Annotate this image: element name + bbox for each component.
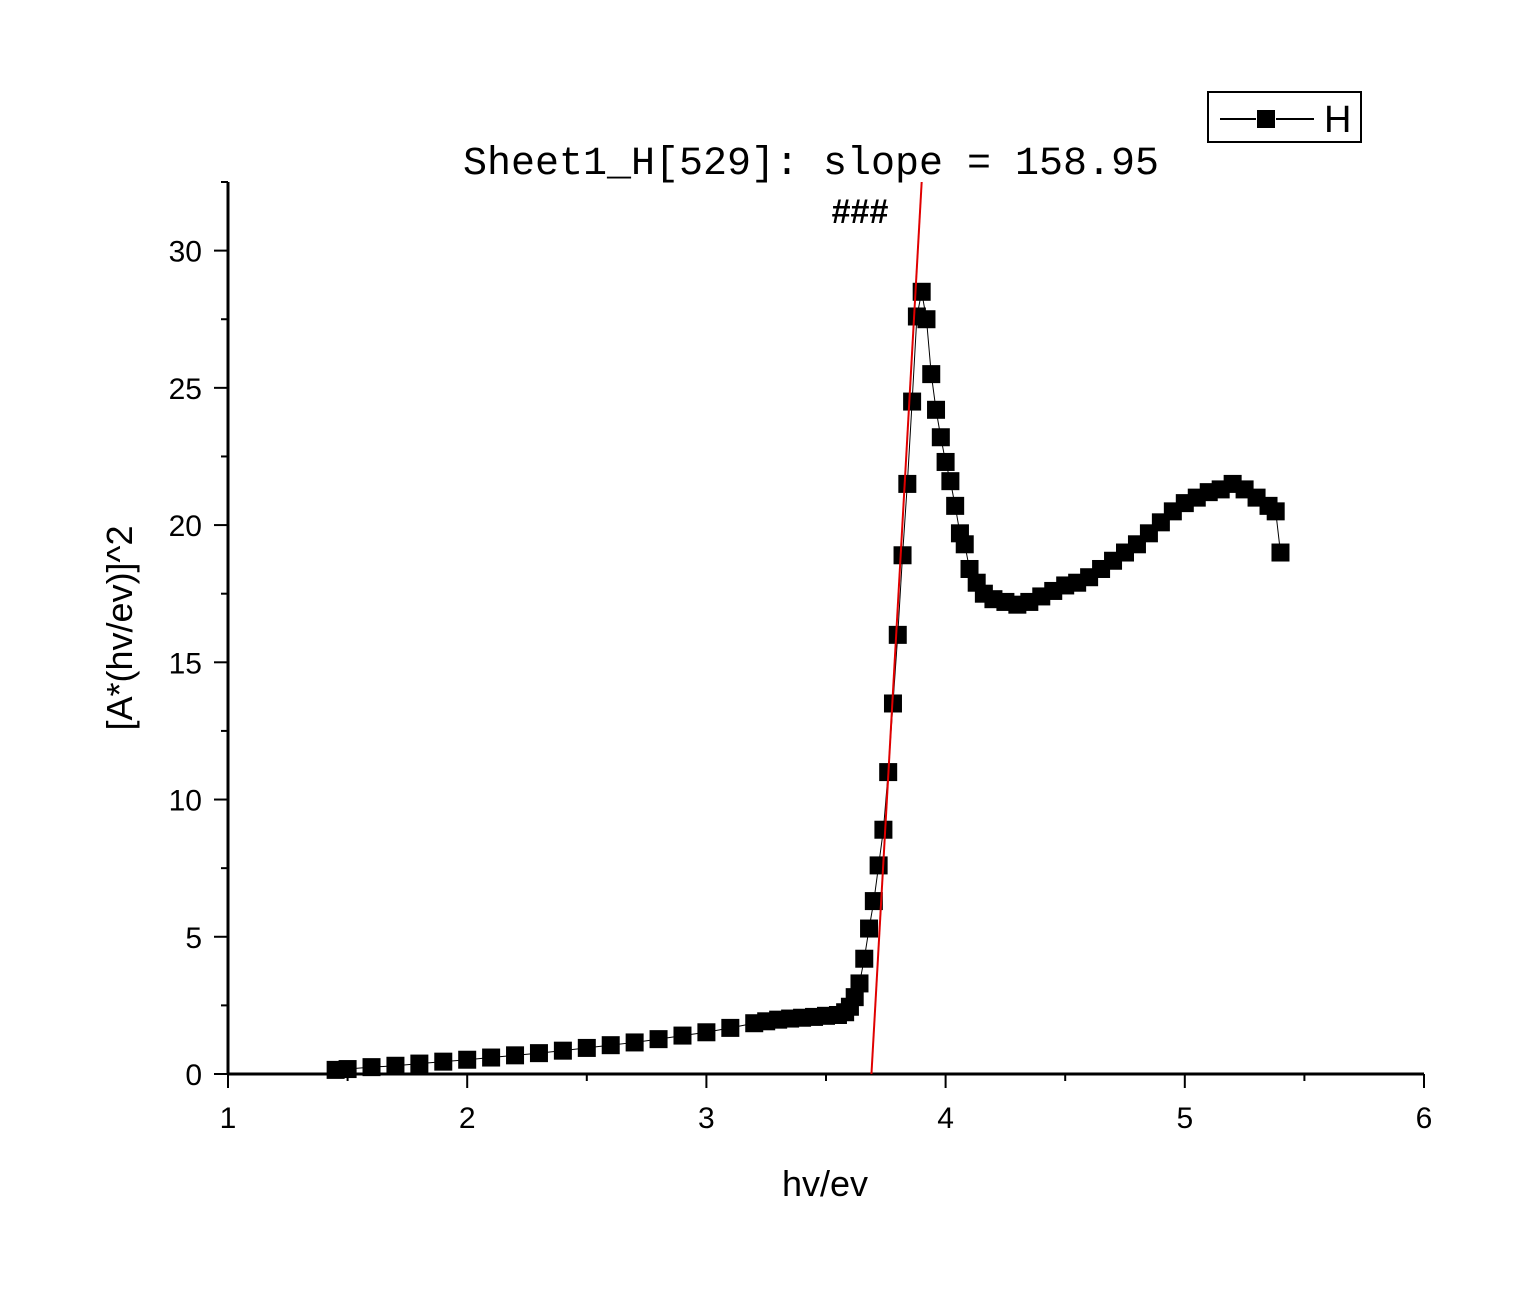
legend-marker: [1257, 110, 1275, 128]
data-point: [850, 974, 869, 993]
data-point: [697, 1023, 716, 1042]
series-line: [335, 291, 1281, 1071]
data-point: [482, 1048, 501, 1067]
data-point: [1271, 543, 1290, 562]
x-tick-label: 2: [459, 1102, 476, 1135]
data-point: [458, 1050, 477, 1069]
data-point: [874, 820, 893, 839]
data-point: [941, 472, 960, 491]
data-point: [649, 1030, 668, 1049]
data-point: [1266, 502, 1285, 521]
y-axis-title: [A*(hv/ev)]^2: [99, 526, 140, 731]
data-point: [434, 1052, 453, 1071]
data-point: [917, 310, 936, 329]
data-point: [386, 1056, 405, 1075]
data-point: [869, 856, 888, 875]
data-point: [912, 282, 931, 301]
x-tick-label: 3: [698, 1102, 715, 1135]
legend-label-h: H: [1324, 99, 1351, 141]
x-tick-label: 4: [937, 1102, 954, 1135]
series-h: [326, 282, 1290, 1079]
data-point: [338, 1060, 357, 1079]
data-point: [860, 919, 879, 938]
data-point: [855, 949, 874, 968]
data-point: [893, 546, 912, 565]
data-point: [955, 535, 974, 554]
data-point: [845, 988, 864, 1007]
data-point: [721, 1018, 740, 1037]
y-tick-label: 25: [169, 373, 202, 406]
x-tick-label: 5: [1176, 1102, 1193, 1135]
x-tick-label: 6: [1416, 1102, 1433, 1135]
fit-line: [870, 181, 923, 1075]
data-point: [927, 400, 946, 419]
data-point: [903, 392, 922, 411]
x-axis-title: hv/ev: [782, 1163, 868, 1204]
data-point: [362, 1058, 381, 1077]
data-point: [898, 474, 917, 493]
ticks: 1 2 3 4 5 6 0 5 10 15 20 25 30: [169, 181, 1433, 1135]
legend: H: [1207, 91, 1362, 143]
axes: [226, 182, 1424, 1076]
data-point: [922, 365, 941, 384]
y-tick-label: 20: [169, 510, 202, 543]
y-tick-label: 15: [169, 647, 202, 680]
data-point: [601, 1036, 620, 1055]
y-tick-label: 5: [185, 922, 202, 955]
legend-box: [1207, 91, 1362, 143]
data-point: [673, 1026, 692, 1045]
slope-annotation: Sheet1_H[529]: slope = 158.95: [463, 142, 1159, 187]
data-point: [410, 1054, 429, 1073]
y-tick-label: 10: [169, 785, 202, 818]
data-point: [946, 496, 965, 515]
hash-annotation: ###: [832, 193, 889, 231]
data-point: [553, 1041, 572, 1060]
data-point: [936, 452, 955, 471]
data-point: [931, 428, 950, 447]
data-point: [888, 625, 907, 644]
data-point: [506, 1046, 525, 1065]
data-point: [529, 1044, 548, 1063]
data-point: [960, 559, 979, 578]
data-point: [577, 1038, 596, 1057]
y-tick-label: 30: [169, 236, 202, 269]
x-tick-label: 1: [220, 1102, 237, 1135]
data-point: [625, 1033, 644, 1052]
data-point: [864, 892, 883, 911]
y-tick-label: 0: [185, 1059, 202, 1092]
